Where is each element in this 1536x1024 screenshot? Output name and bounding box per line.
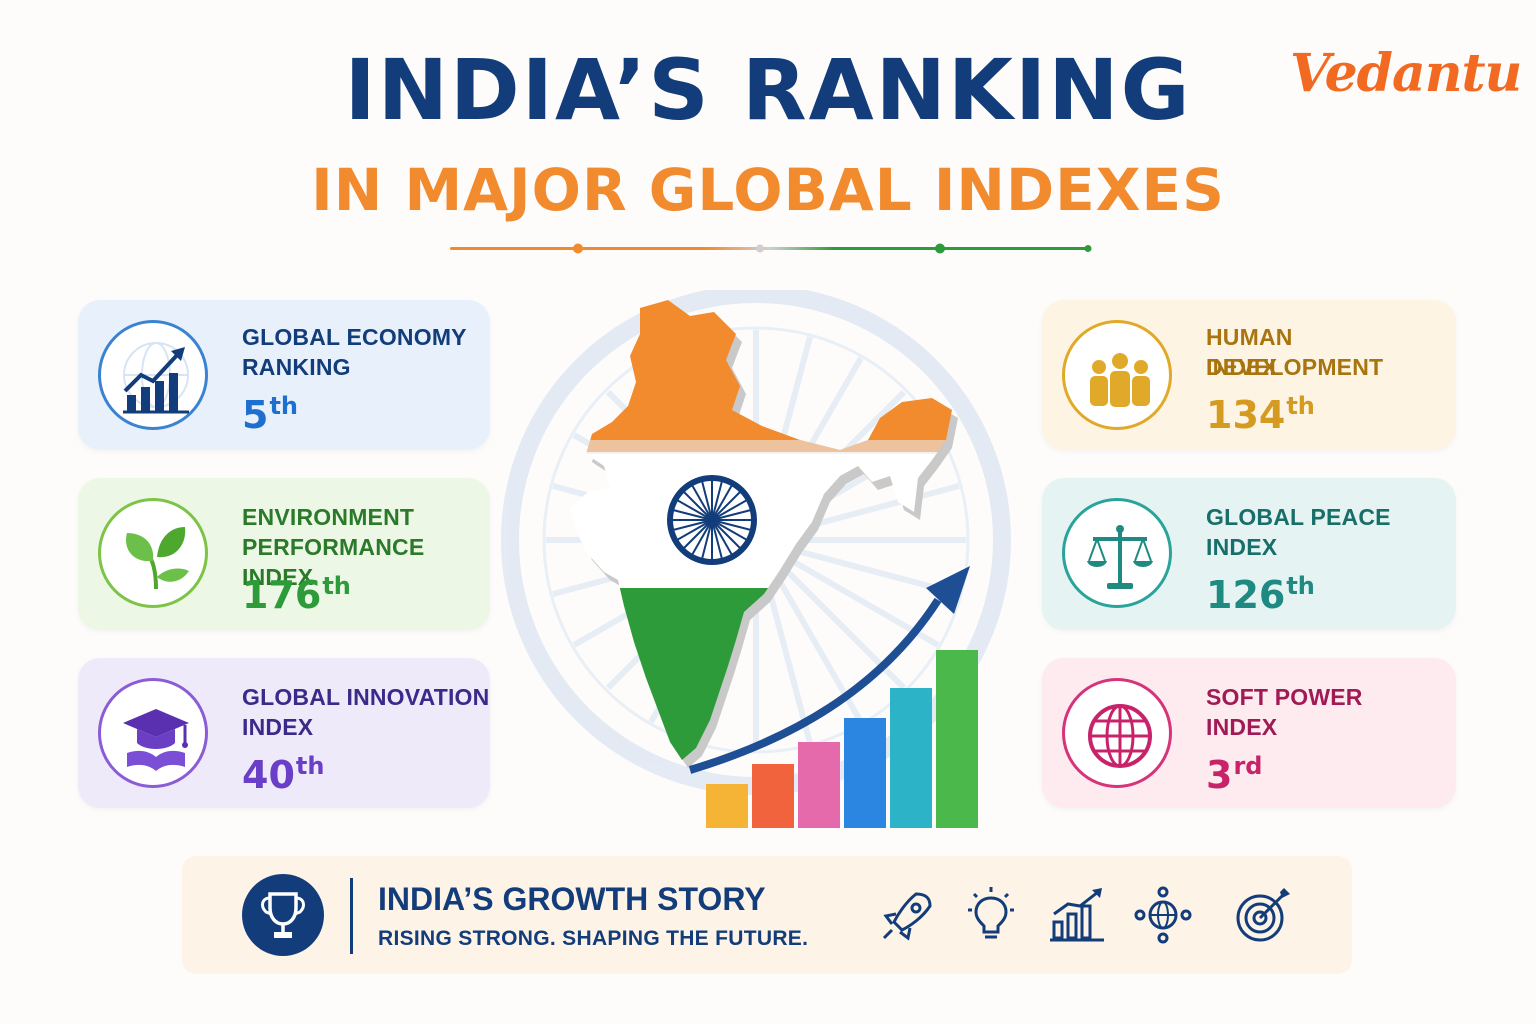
environment-label-line1: ENVIRONMENT — [242, 504, 415, 530]
human-development-label-line1: HUMAN DEVELOPMENT — [1206, 324, 1384, 380]
network-globe-icon — [1134, 886, 1192, 944]
card-global-economy: GLOBAL ECONOMY RANKING 5th — [78, 300, 490, 450]
soft-power-label-line1: SOFT POWER — [1206, 684, 1363, 710]
india-map-illustration — [501, 290, 1011, 828]
growth-story-title: INDIA’S GROWTH STORY — [378, 881, 766, 917]
human-development-rank: 134th — [1206, 392, 1315, 437]
economy-label-line2: RANKING — [242, 354, 351, 380]
growth-story-subtitle: RISING STRONG. SHAPING THE FUTURE. — [378, 927, 809, 950]
rocket-icon — [882, 892, 932, 941]
soft-power-label-line2: INDEX — [1206, 714, 1278, 740]
graduation-cap-icon — [123, 709, 189, 771]
peace-label-line2: INDEX — [1206, 534, 1278, 560]
economy-label-line1: GLOBAL ECONOMY — [242, 324, 467, 350]
innovation-label-line2: INDEX — [242, 714, 314, 740]
globe-icon — [1088, 704, 1152, 768]
card-human-development: HUMAN DEVELOPMENT INDEX 134th — [1042, 300, 1456, 450]
card-global-peace: GLOBAL PEACE INDEX 126th — [1042, 478, 1456, 630]
peace-label-line1: GLOBAL PEACE — [1206, 504, 1391, 530]
soft-power-rank: 3rd — [1206, 752, 1263, 797]
lightbulb-icon — [968, 887, 1014, 939]
environment-rank: 176th — [242, 572, 351, 617]
card-soft-power: SOFT POWER INDEX 3rd — [1042, 658, 1456, 808]
innovation-icon-circle — [98, 678, 208, 788]
growth-bar-chart — [706, 650, 978, 828]
growth-chart-icon — [123, 342, 189, 414]
card-environment-performance: ENVIRONMENT PERFORMANCE INDEX 176th — [78, 478, 490, 630]
bar-chart-icon — [1050, 888, 1104, 942]
economy-rank: 5th — [242, 392, 299, 437]
card-global-innovation: GLOBAL INNOVATION INDEX 40th — [78, 658, 490, 808]
page-subtitle: IN MAJOR GLOBAL INDEXES — [311, 156, 1225, 224]
people-icon — [1090, 353, 1150, 407]
leaf-icon — [126, 527, 189, 590]
growth-story-banner: INDIA’S GROWTH STORY RISING STRONG. SHAP… — [182, 856, 1352, 974]
innovation-label-line1: GLOBAL INNOVATION — [242, 684, 490, 710]
growth-arrow-icon — [688, 566, 970, 774]
brand-logo: Vedantu — [1290, 43, 1522, 104]
innovation-rank: 40th — [242, 752, 325, 797]
economy-icon-circle — [98, 320, 208, 430]
environment-label-line2: PERFORMANCE INDEX — [242, 534, 425, 590]
target-icon — [1236, 888, 1290, 942]
trophy-icon — [242, 874, 324, 956]
banner-divider — [350, 878, 353, 954]
human-development-label-line2: INDEX — [1206, 354, 1278, 380]
soft-power-icon-circle — [1062, 678, 1172, 788]
peace-icon-circle — [1062, 498, 1172, 608]
ashoka-chakra-icon — [667, 475, 757, 565]
environment-icon-circle — [98, 498, 208, 608]
title-divider — [450, 243, 1092, 254]
page-title: INDIA’S RANKING — [344, 41, 1192, 139]
scales-icon — [1087, 525, 1153, 589]
human-development-icon-circle — [1062, 320, 1172, 430]
peace-rank: 126th — [1206, 572, 1315, 617]
